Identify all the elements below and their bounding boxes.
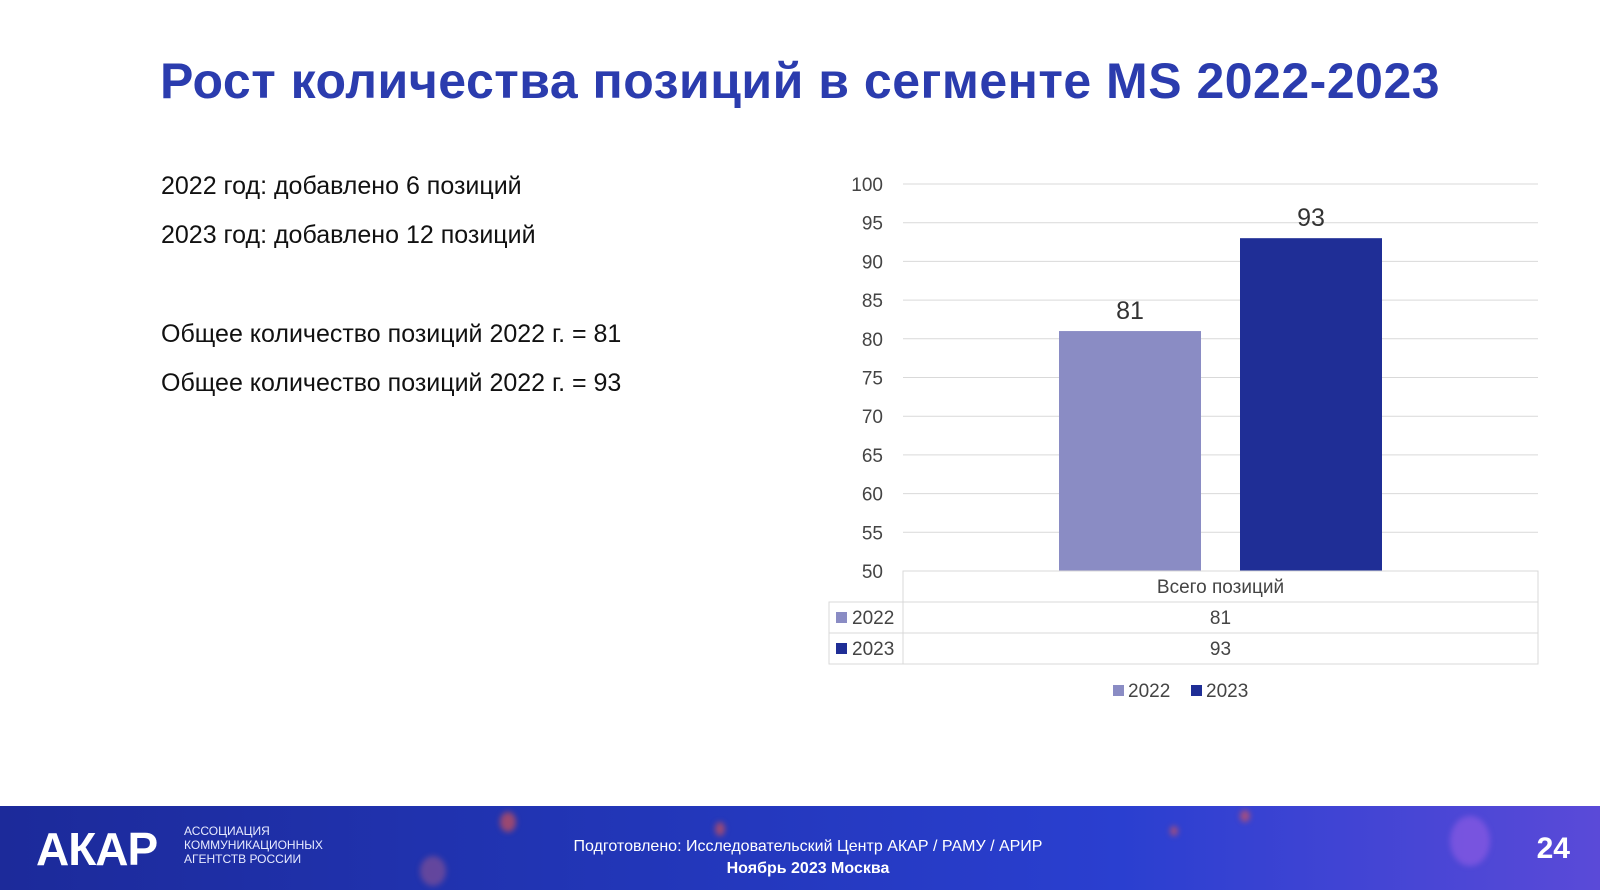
table-legend-key-2022 (836, 612, 847, 623)
y-tick-label: 70 (862, 407, 883, 428)
data-label-2022: 81 (1116, 297, 1144, 325)
y-tick-label: 75 (862, 369, 883, 390)
table-value: 81 (1210, 608, 1231, 629)
y-tick-label: 100 (851, 175, 883, 196)
legend-key-2022 (1113, 685, 1124, 696)
text-line-added-2023: 2023 год: добавлено 12 позиций (161, 221, 536, 249)
akar-logo: АКАР (36, 823, 158, 875)
footer-date: Ноябрь 2023 Москва (726, 860, 890, 877)
page-title: Рост количества позиций в сегменте MS 20… (159, 53, 1441, 109)
page-number: 24 (1536, 832, 1570, 865)
bar-chart: 50 55 60 65 70 75 80 85 90 95 100 81 93 Всего позиций… (828, 175, 1539, 702)
table-series-label: 2022 (852, 608, 894, 629)
y-tick-label: 50 (862, 562, 883, 583)
legend-key-2023 (1191, 685, 1202, 696)
table-category-label: Всего позиций (1157, 577, 1284, 598)
footer-credit: Подготовлено: Исследовательский Центр АК… (573, 838, 1043, 855)
table-cell (902, 632, 1539, 665)
y-tick-label: 95 (862, 214, 883, 235)
logo-subtitle: АССОЦИАЦИЯ КОММУНИКАЦИОННЫХ АГЕНТСТВ РОС… (184, 824, 323, 866)
legend-label: 2023 (1206, 681, 1248, 702)
y-tick-label: 85 (862, 291, 883, 312)
table-legend-key-2023 (836, 643, 847, 654)
logo-subtitle-line: АГЕНТСТВ РОССИИ (184, 852, 302, 866)
legend-label: 2022 (1128, 681, 1170, 702)
data-label-2023: 93 (1297, 204, 1325, 232)
bar-2023 (1240, 238, 1382, 571)
footer: АКАР АССОЦИАЦИЯ КОММУНИКАЦИОННЫХ АГЕНТСТ… (0, 806, 1600, 890)
text-line-added-2022: 2022 год: добавлено 6 позиций (161, 172, 522, 200)
y-tick-label: 60 (862, 485, 883, 506)
logo-subtitle-line: АССОЦИАЦИЯ (184, 824, 270, 838)
y-tick-label: 90 (862, 252, 883, 273)
text-line-total-2023: Общее количество позиций 2022 г. = 93 (161, 369, 622, 397)
y-tick-label: 80 (862, 330, 883, 351)
bar-2022 (1059, 331, 1201, 571)
table-value: 93 (1210, 639, 1231, 660)
logo-subtitle-line: КОММУНИКАЦИОННЫХ (184, 838, 323, 852)
y-tick-label: 55 (862, 523, 883, 544)
table-series-label: 2023 (852, 639, 894, 660)
y-tick-label: 65 (862, 446, 883, 467)
text-line-total-2022: Общее количество позиций 2022 г. = 81 (161, 320, 622, 348)
